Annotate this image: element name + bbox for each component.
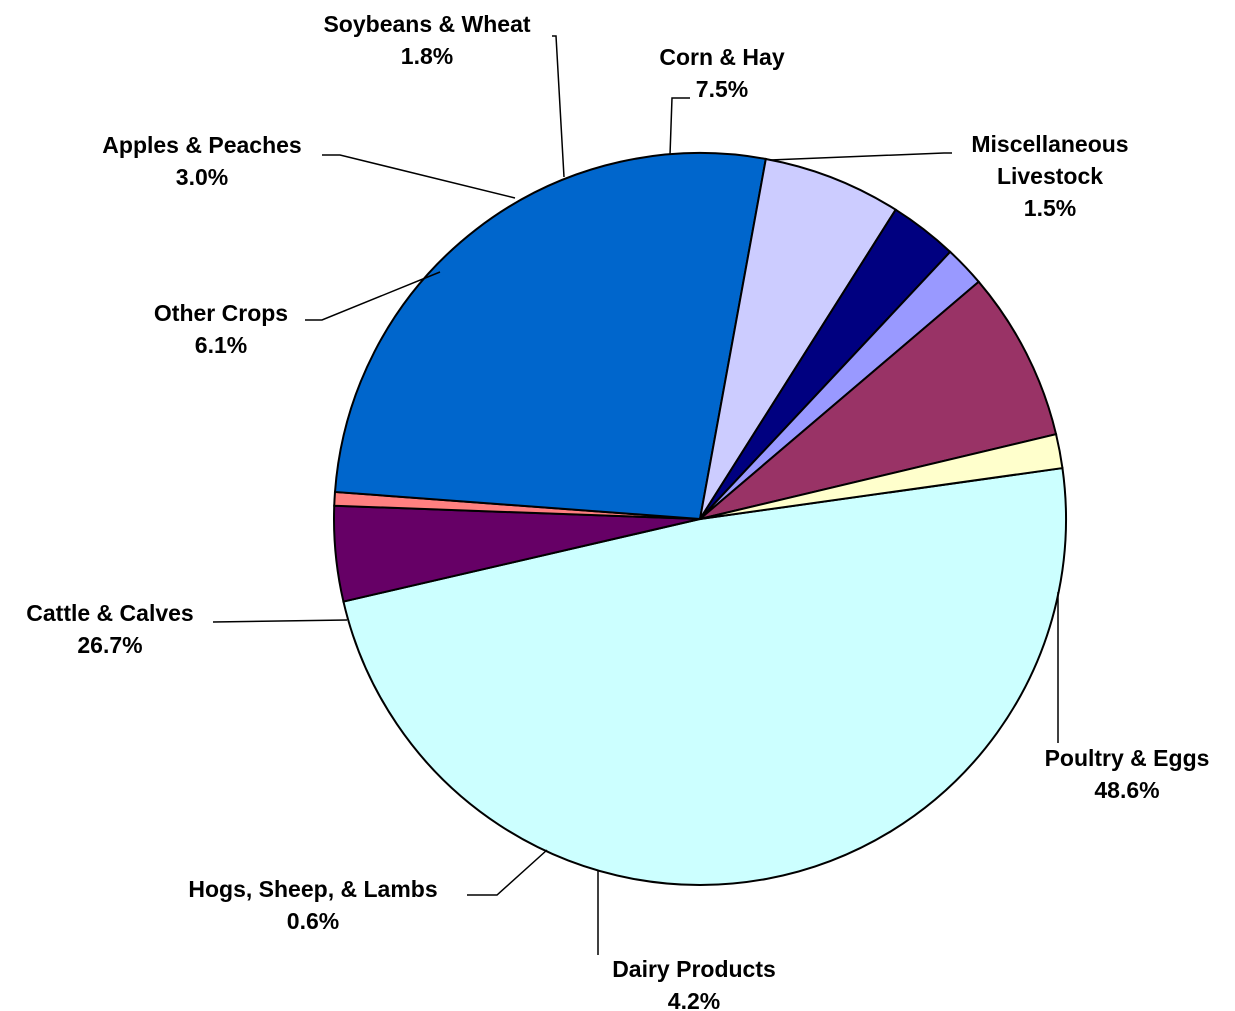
leader-line <box>322 154 516 199</box>
slice-name: Cattle & Calves <box>26 600 193 626</box>
slice-percent: 1.5% <box>1024 195 1076 221</box>
slice-label: Hogs, Sheep, & Lambs 0.6% <box>188 876 437 934</box>
pie-slice-cattle-calves <box>333 152 767 521</box>
slice-name: Poultry & Eggs <box>1045 745 1210 771</box>
slice-label: Dairy Products 4.2% <box>612 956 776 1011</box>
slice-name: Miscellaneous <box>971 131 1128 157</box>
leader-line <box>769 152 952 161</box>
slice-label: Soybeans & Wheat 1.8% <box>323 11 530 69</box>
slice-name: Dairy Products <box>612 956 776 982</box>
slice-name: Soybeans & Wheat <box>323 11 530 37</box>
slice-percent: 0.6% <box>287 908 339 934</box>
pie-slice-corn-hay <box>699 280 1058 520</box>
slice-label: Miscellaneous Livestock 1.5% <box>971 131 1128 221</box>
leader-line <box>467 849 548 896</box>
pie-slice-miscellaneous-livestock <box>699 432 1064 520</box>
slice-label: Cattle & Calves 26.7% <box>26 600 193 658</box>
slice-name: Corn & Hay <box>659 44 784 70</box>
slice-percent: 26.7% <box>77 632 142 658</box>
slice-percent: 4.2% <box>668 988 720 1011</box>
slice-percent: 7.5% <box>696 76 748 102</box>
leader-line <box>552 35 565 178</box>
leader-line <box>212 619 348 623</box>
slice-label: Apples & Peaches 3.0% <box>102 132 301 190</box>
slice-name: Apples & Peaches <box>102 132 301 158</box>
slice-percent: 6.1% <box>195 332 247 358</box>
slice-percent: 3.0% <box>176 164 228 190</box>
slice-name: Livestock <box>997 163 1103 189</box>
slice-percent: 48.6% <box>1094 777 1159 803</box>
slice-label: Corn & Hay 7.5% <box>659 44 784 102</box>
slice-label: Poultry & Eggs 48.6% <box>1045 745 1210 803</box>
slice-name: Hogs, Sheep, & Lambs <box>188 876 437 902</box>
pie-slice-other-crops <box>699 157 898 520</box>
leader-line <box>305 271 441 321</box>
leader-line <box>669 97 690 156</box>
slice-label: Other Crops 6.1% <box>154 300 288 358</box>
slice-name: Other Crops <box>154 300 288 326</box>
slice-percent: 1.8% <box>401 43 453 69</box>
pie-slice-poultry-eggs <box>342 466 1067 886</box>
